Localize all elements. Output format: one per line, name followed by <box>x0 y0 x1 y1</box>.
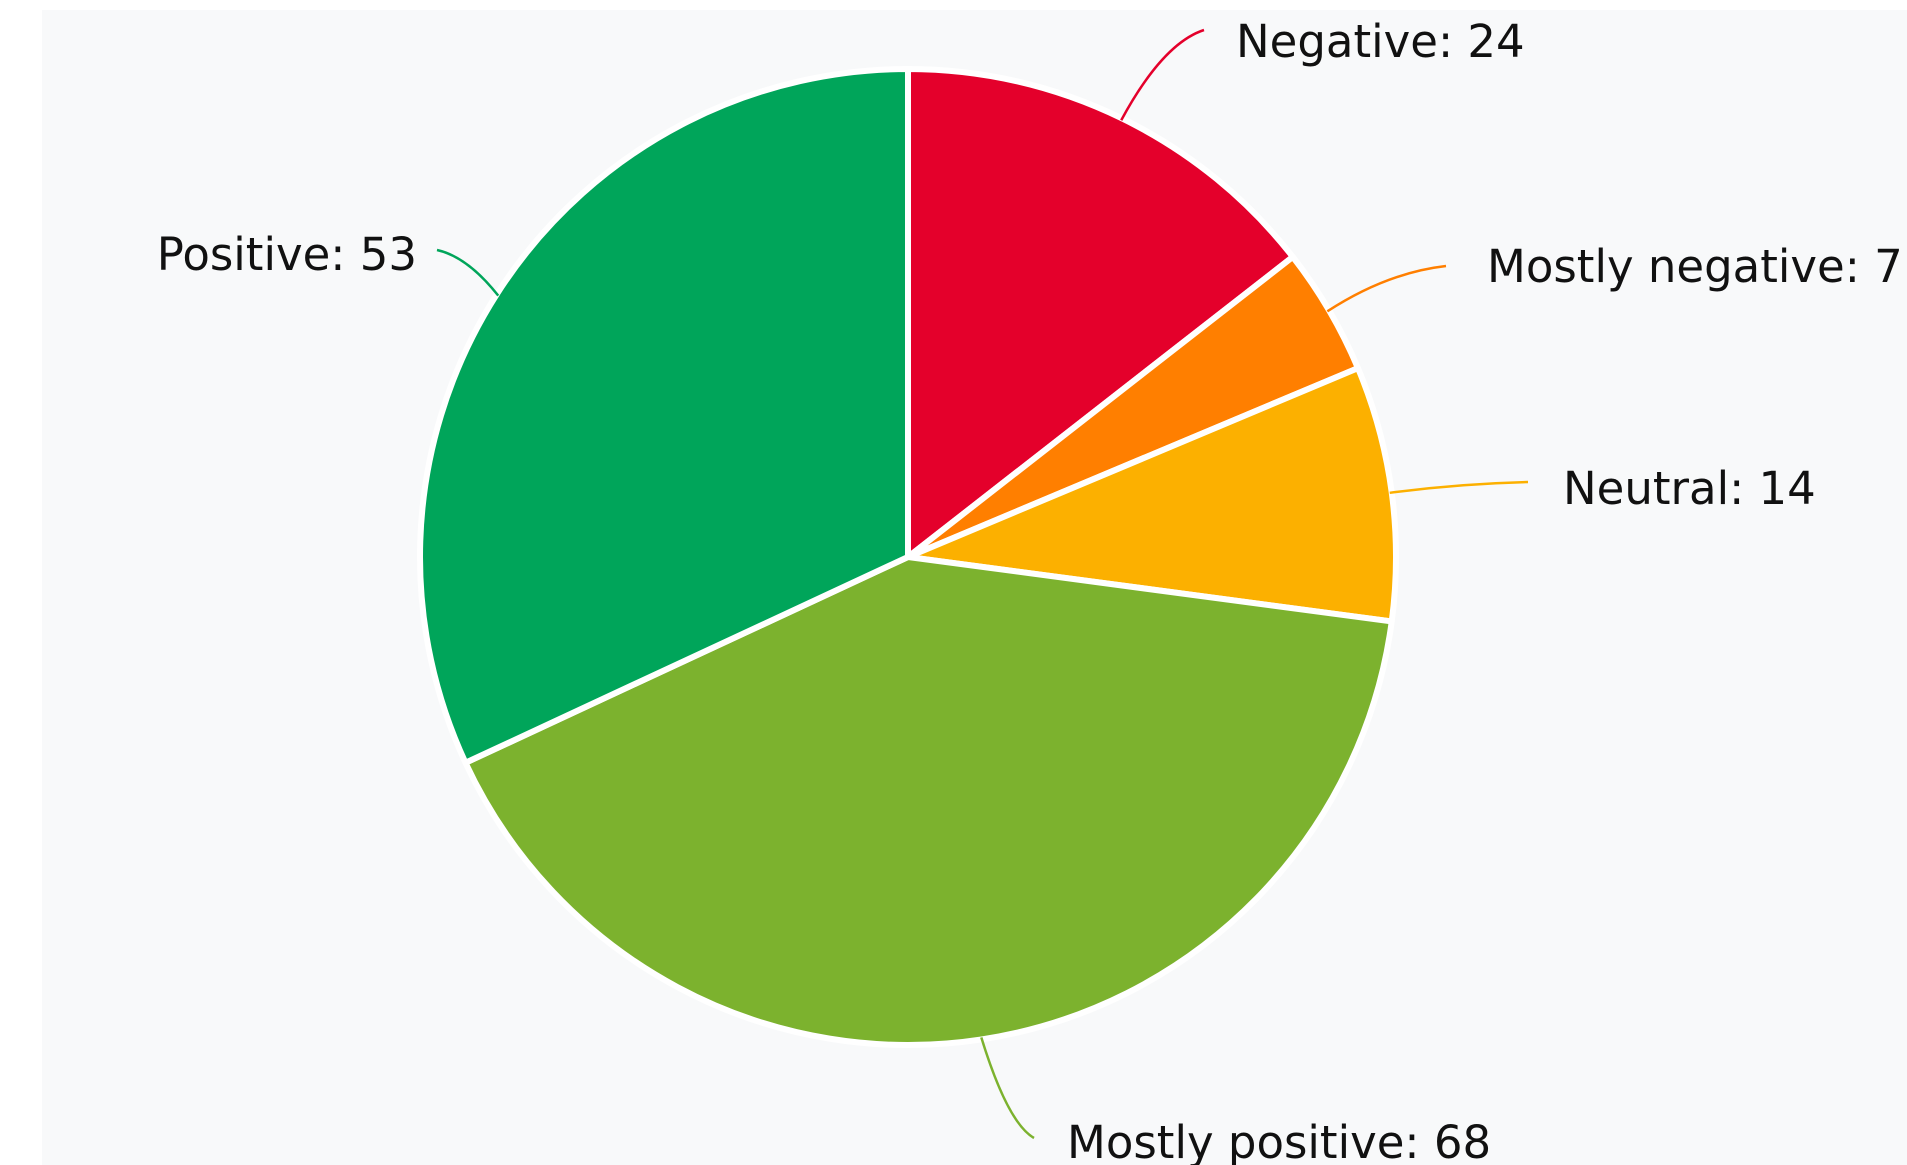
connector-mostly-positive <box>980 1037 1035 1140</box>
label-negative: Negative: 24 <box>1236 15 1525 68</box>
label-connectors <box>436 28 1529 1140</box>
data-labels: Negative: 24 Mostly negative: 7 Neutral: 1… <box>157 15 1903 1165</box>
label-mostly-negative: Mostly negative: 7 <box>1487 240 1903 293</box>
connector-negative <box>1120 28 1205 121</box>
pie-slices <box>417 66 1399 1048</box>
label-neutral: Neutral: 14 <box>1563 462 1816 515</box>
pie-chart: Negative: 24 Mostly negative: 7 Neutral: 1… <box>157 15 1903 1165</box>
connector-neutral <box>1389 480 1529 495</box>
chart-area: Negative: 24 Mostly negative: 7 Neutral: 1… <box>42 10 1907 1165</box>
connector-positive <box>436 248 500 297</box>
label-positive: Positive: 53 <box>157 228 417 281</box>
connector-mostly-negative <box>1326 264 1447 313</box>
label-mostly-positive: Mostly positive: 68 <box>1067 1116 1491 1165</box>
